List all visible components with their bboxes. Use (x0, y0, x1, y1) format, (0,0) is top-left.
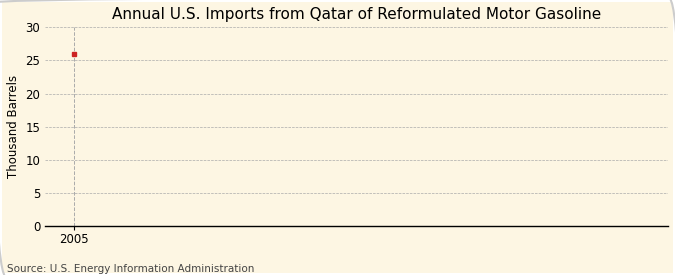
Text: Source: U.S. Energy Information Administration: Source: U.S. Energy Information Administ… (7, 264, 254, 274)
Title: Annual U.S. Imports from Qatar of Reformulated Motor Gasoline: Annual U.S. Imports from Qatar of Reform… (111, 7, 601, 22)
Y-axis label: Thousand Barrels: Thousand Barrels (7, 75, 20, 178)
